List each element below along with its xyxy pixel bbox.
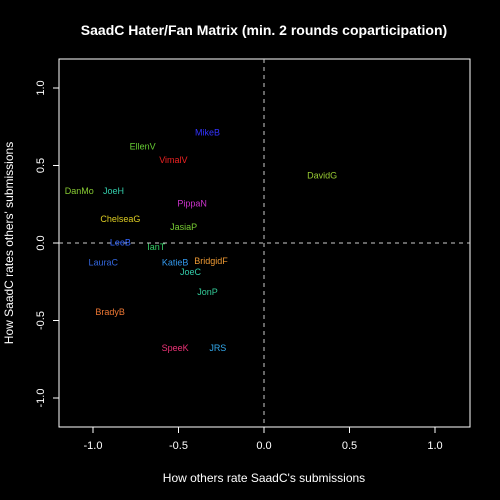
x-tick-label: 1.0: [427, 440, 442, 452]
point-speek: SpeeK: [162, 343, 189, 353]
y-tick-label: 0.0: [35, 235, 47, 250]
y-axis-title: How SaadC rates others' submissions: [2, 142, 16, 344]
x-axis: -1.0 -0.5 0.0 0.5 1.0: [84, 427, 443, 452]
point-jrs: JRS: [209, 343, 226, 353]
y-tick-label: -0.5: [35, 311, 47, 330]
chart-title: SaadC Hater/Fan Matrix (min. 2 rounds co…: [81, 22, 447, 38]
point-joeh: JoeH: [103, 186, 124, 196]
point-chelseag: ChelseaG: [100, 214, 140, 224]
point-jonp: JonP: [197, 287, 218, 297]
point-katieb: KatieB: [162, 258, 189, 268]
point-joec: JoeC: [180, 267, 202, 277]
point-leeb: LeeB: [110, 237, 131, 247]
point-davidg: DavidG: [307, 171, 337, 181]
point-bradyb: BradyB: [95, 307, 125, 317]
x-tick-label: -0.5: [169, 440, 188, 452]
point-pippan: PippaN: [177, 199, 207, 209]
point-jasiap: JasiaP: [170, 222, 197, 232]
point-danmo: DanMo: [65, 186, 94, 196]
y-tick-label: 0.5: [35, 158, 47, 173]
x-tick-label: 0.5: [342, 440, 357, 452]
point-bridgidf: BridgidF: [194, 256, 228, 266]
point-laurac: LauraC: [88, 258, 118, 268]
y-axis: -1.0 -0.5 0.0 0.5 1.0: [35, 80, 59, 407]
point-iant: IanT: [147, 242, 166, 252]
point-vimalv: VimalV: [159, 155, 187, 165]
y-tick-label: 1.0: [35, 80, 47, 95]
x-axis-title: How others rate SaadC's submissions: [163, 471, 365, 485]
x-tick-label: -1.0: [84, 440, 103, 452]
reference-lines: [59, 59, 470, 427]
x-tick-label: 0.0: [256, 440, 271, 452]
point-ellenv: EllenV: [130, 141, 156, 151]
point-mikeb: MikeB: [195, 127, 220, 137]
y-tick-label: -1.0: [35, 389, 47, 408]
